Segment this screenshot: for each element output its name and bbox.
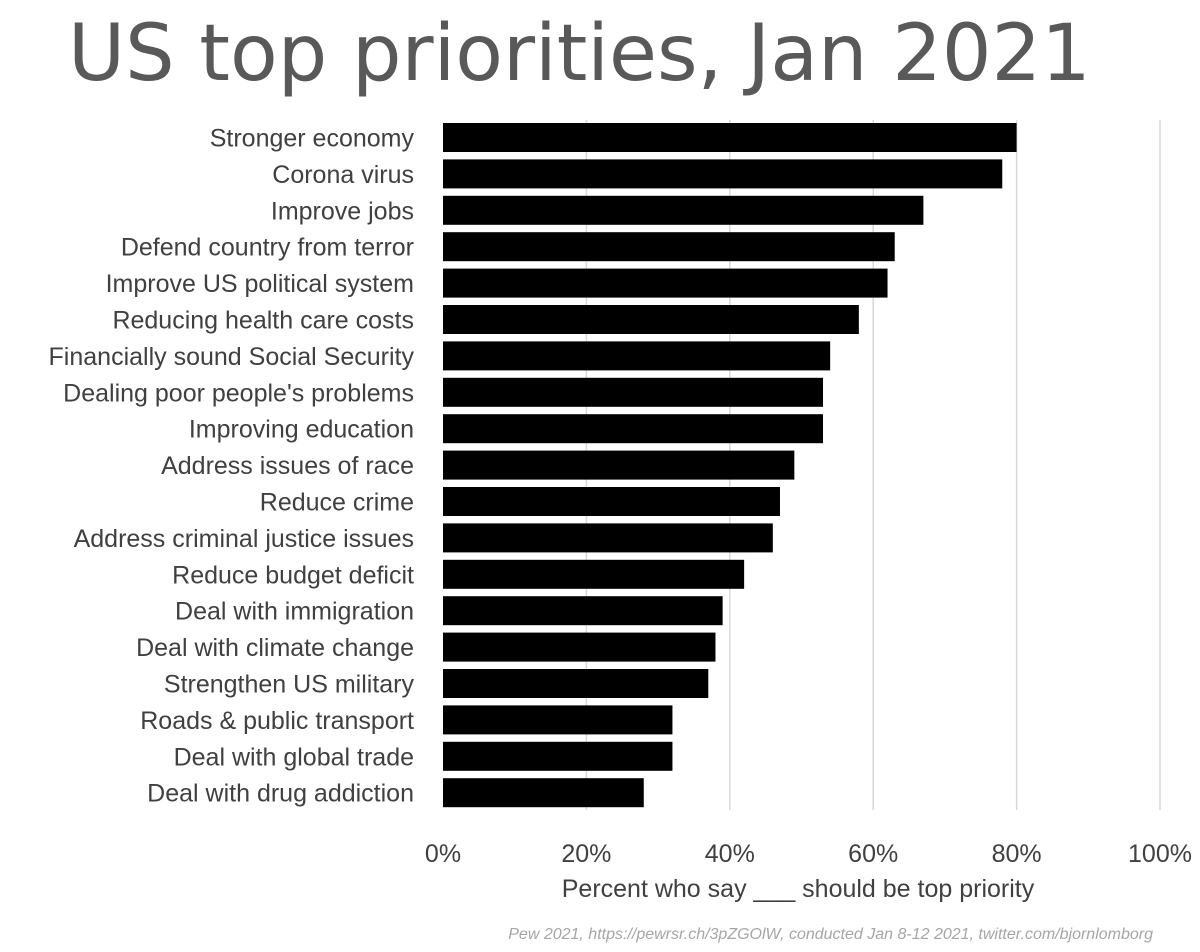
bar [443,632,716,662]
x-tick-label: 100% [1128,840,1192,868]
category-label: Reduce crime [260,489,414,517]
source-note: Pew 2021, https://pewrsr.ch/3pZGOlW, con… [508,926,1153,943]
category-label: Deal with drug addiction [147,780,414,808]
x-tick-label: 20% [561,840,611,868]
category-label: Stronger economy [210,125,415,153]
category-label: Improving education [189,416,414,444]
bar [443,705,673,735]
bar [443,414,824,444]
bar [443,305,859,334]
category-label: Dealing poor people's problems [63,379,414,407]
chart-title: US top priorities, Jan 2021 [68,9,1091,99]
bar [443,123,1017,152]
bar [443,159,1003,189]
bar [443,232,895,262]
bar [443,268,888,298]
category-label: Deal with immigration [175,598,414,626]
x-tick-label: 60% [848,840,898,868]
category-label: Improve US political system [106,270,414,298]
x-tick-label: 80% [992,840,1042,868]
x-tick-label: 0% [425,840,461,868]
bar [443,377,824,407]
x-tick-label: 40% [705,840,755,868]
bar [443,523,773,553]
category-label: Address issues of race [161,452,414,480]
category-label: Deal with global trade [174,743,414,771]
x-tick-labels: 0% 20% 40% 60% 80% 100% [425,840,1192,868]
bar [443,450,795,480]
bar [443,559,745,589]
bar [443,596,723,626]
category-label: Roads & public transport [140,707,414,735]
bar [443,487,780,516]
category-label: Defend country from terror [121,234,414,262]
category-label: Reduce budget deficit [172,561,414,589]
bar [443,778,644,808]
bar [443,195,924,225]
category-label: Reducing health care costs [112,307,414,335]
category-label: Financially sound Social Security [49,343,415,371]
category-label: Improve jobs [271,197,414,225]
bar [443,741,673,771]
category-label: Strengthen US military [164,671,415,699]
x-axis-label: Percent who say ___ should be top priori… [562,875,1035,903]
bar [443,669,709,698]
category-label: Deal with climate change [136,634,414,662]
category-label: Address criminal justice issues [74,525,414,553]
bar [443,341,831,371]
category-labels: Stronger economy Corona virus Improve jobs… [49,125,415,808]
bars [443,123,1017,808]
category-label: Corona virus [272,161,414,189]
